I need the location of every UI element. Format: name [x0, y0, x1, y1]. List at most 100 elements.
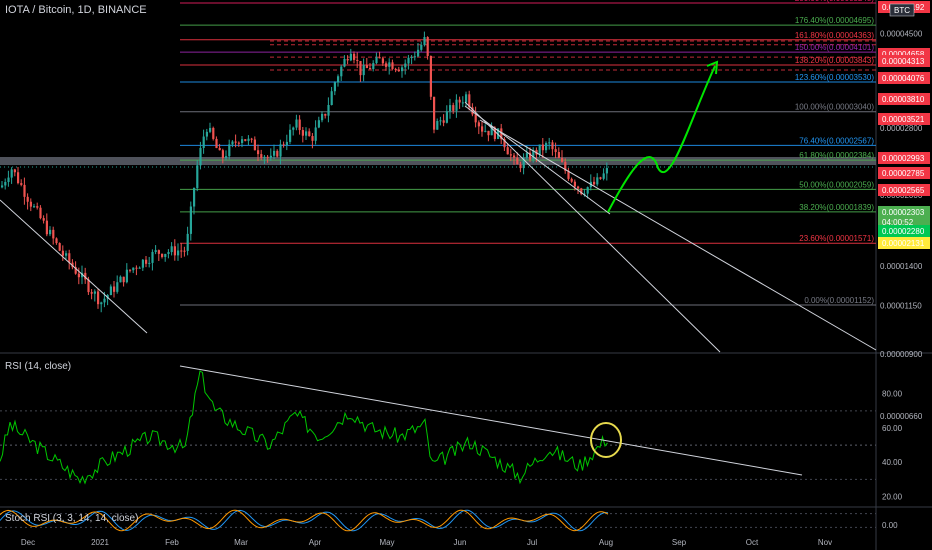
candle-body [554, 149, 557, 153]
candle-body [525, 152, 528, 158]
candle-body [484, 130, 487, 132]
time-axis-label: 2021 [91, 538, 109, 547]
fib-level-label: 23.60%(0.00001571) [799, 234, 874, 243]
candle-body [145, 259, 148, 264]
candle-body [337, 76, 340, 83]
price-tag-label: 0.00002131 [882, 239, 925, 248]
candle-body [77, 273, 80, 278]
candle-body [481, 126, 484, 132]
candle-body [551, 142, 554, 150]
candle-body [196, 165, 199, 189]
price-tag-label: 0.00003810 [882, 95, 925, 104]
time-axis-label: Feb [165, 538, 179, 547]
trendline-channel-upper [479, 119, 877, 351]
candle-body [529, 152, 532, 160]
price-tag-label: 0.00004658 [882, 50, 925, 59]
fib-level-label: 50.00%(0.00002059) [799, 180, 874, 189]
price-tag-label: 0.00004313 [882, 57, 925, 66]
time-axis-label: Aug [599, 538, 613, 547]
candle-body [164, 253, 167, 257]
candle-body [202, 136, 205, 148]
price-tick-label: 0.00004500 [880, 30, 923, 39]
fib-level-label: 161.80%(0.00004363) [795, 31, 875, 40]
candle-body [167, 252, 170, 254]
candle-body [429, 55, 432, 97]
price-tag-label: 04:00:52 [882, 218, 914, 227]
price-tag [878, 167, 930, 179]
candle-body [170, 246, 173, 253]
candle-body [65, 253, 68, 256]
price-tag-label: 0.00002785 [882, 169, 925, 178]
price-tag-label: 0.00002303 [882, 208, 925, 217]
candle-body [516, 157, 519, 165]
candle-body [538, 144, 541, 155]
candle-body [311, 136, 314, 141]
candle-body [410, 57, 413, 59]
candle-body [298, 119, 301, 131]
candle-body [397, 69, 400, 72]
candle-body [522, 157, 525, 169]
price-tick-label: 0.00002800 [880, 124, 923, 133]
candle-body [276, 150, 279, 157]
trendline-wedge [464, 105, 611, 215]
candle-body [583, 193, 586, 195]
rsi-tick-label: 20.00 [882, 492, 903, 501]
candle-body [305, 131, 308, 136]
candle-body [458, 99, 461, 103]
price-tick-label: 0.00000660 [880, 412, 923, 421]
candle-body [570, 178, 573, 182]
candle-body [506, 147, 509, 155]
candle-body [129, 269, 132, 271]
candle-body [321, 113, 324, 121]
candle-body [109, 286, 112, 296]
candle-body [426, 37, 429, 56]
candle-body [314, 127, 317, 141]
currency-badge-label: BTC [894, 6, 910, 15]
candle-body [49, 229, 52, 235]
candle-body [29, 201, 32, 207]
chart-title: IOTA / Bitcoin, 1D, BINANCE [5, 4, 147, 16]
candle-body [154, 250, 157, 252]
rsi-trendline [179, 365, 803, 476]
candle-body [455, 99, 458, 111]
candle-body [420, 44, 423, 50]
candle-body [100, 302, 103, 305]
candle-body [90, 292, 93, 294]
candle-body [359, 60, 362, 76]
candle-body [452, 105, 455, 111]
candle-body [263, 156, 266, 158]
candle-body [365, 65, 368, 68]
price-tag [878, 152, 930, 164]
stoch-rsi-line [0, 509, 609, 532]
candle-body [141, 259, 144, 268]
candle-body [10, 169, 13, 178]
candle-body [532, 149, 535, 160]
candle-body [45, 220, 48, 235]
candle-body [433, 96, 436, 130]
time-axis-label: Nov [818, 538, 832, 547]
candle-body [103, 298, 106, 303]
candle-body [449, 105, 452, 112]
candle-body [474, 114, 477, 123]
candle-body [189, 206, 192, 234]
candle-body [599, 177, 602, 179]
candle-body [580, 188, 583, 195]
candle-body [266, 156, 269, 158]
candle-body [362, 65, 365, 76]
candle-body [125, 269, 128, 283]
price-tick-label: 0.00000900 [880, 350, 923, 359]
candle-body [503, 139, 506, 148]
candle-body [26, 196, 29, 202]
candle-body [356, 59, 359, 61]
candle-body [292, 127, 295, 130]
price-tag-label: 0.00004076 [882, 74, 925, 83]
candle-body [97, 291, 100, 305]
price-tick-label: 0.00001150 [880, 301, 922, 310]
projection-path [607, 65, 716, 213]
candle-body [180, 250, 183, 252]
candle-body [173, 246, 176, 256]
candle-body [407, 57, 410, 64]
price-tag-label: 0.00002993 [882, 154, 925, 163]
candle-body [58, 243, 61, 251]
